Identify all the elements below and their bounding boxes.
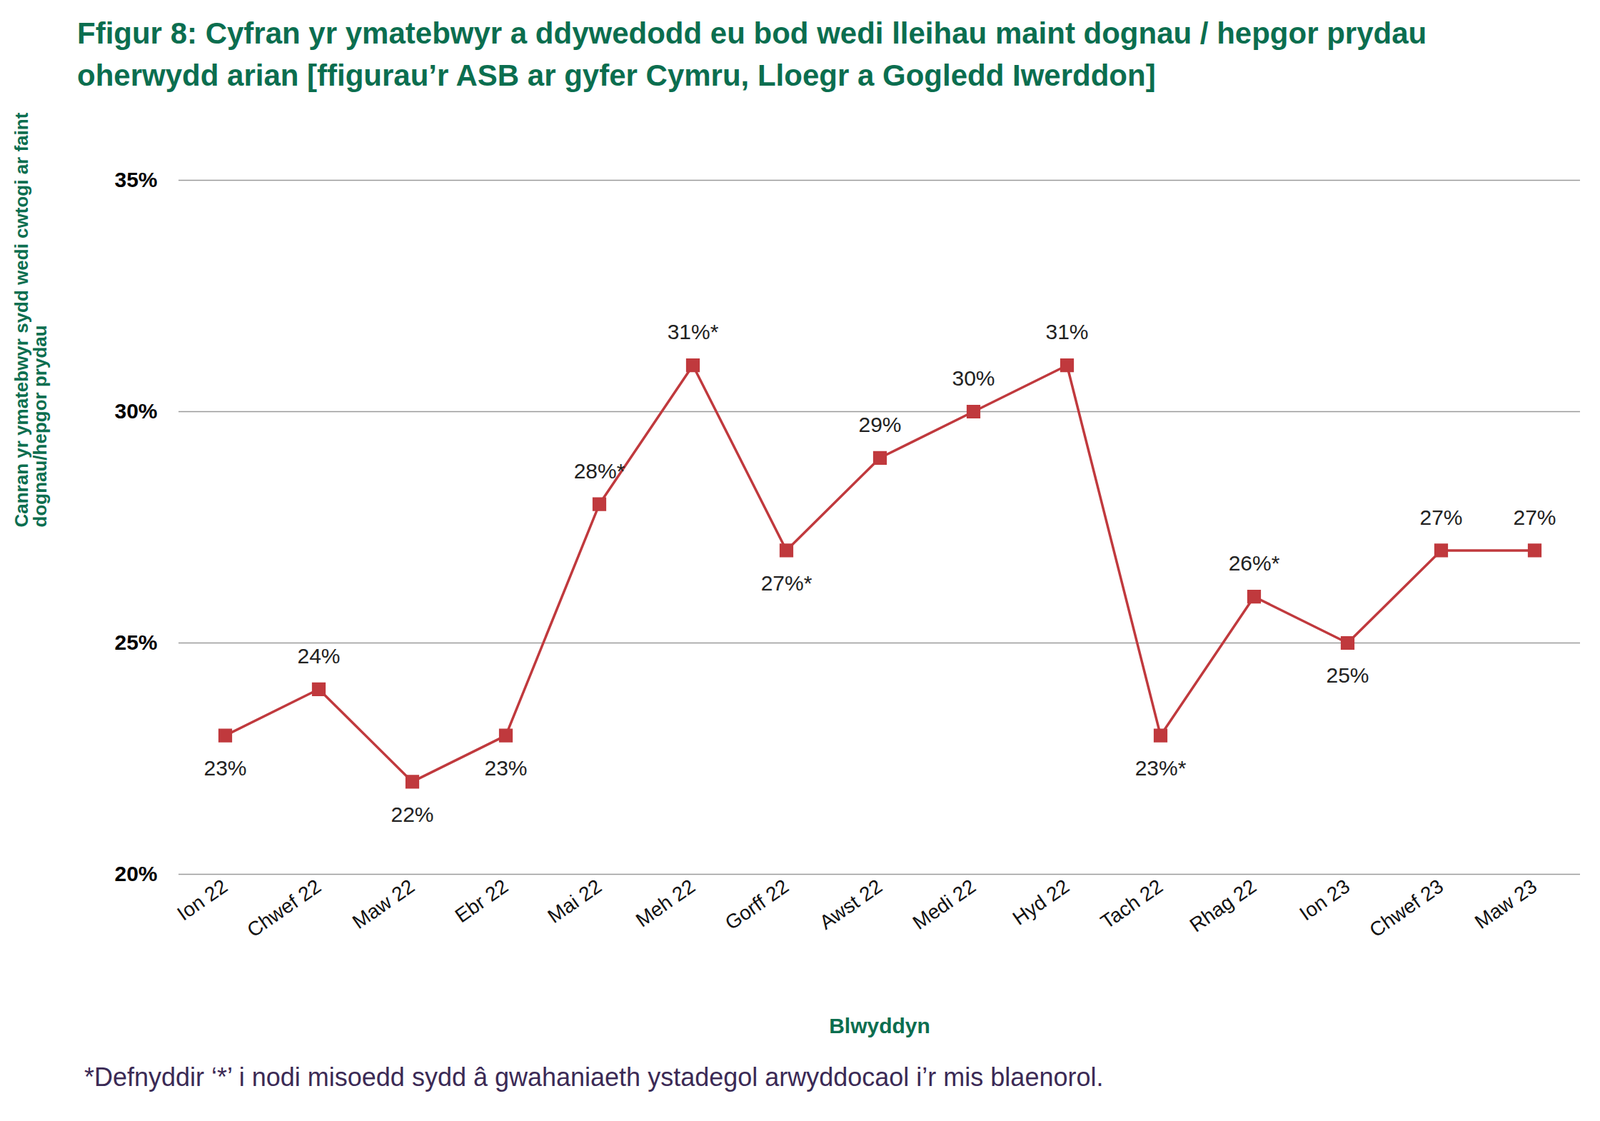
svg-text:Hyd 22: Hyd 22 <box>1008 874 1074 929</box>
svg-text:30%: 30% <box>114 399 158 423</box>
svg-text:Awst 22: Awst 22 <box>815 874 887 934</box>
svg-text:Maw 23: Maw 23 <box>1470 874 1541 934</box>
svg-text:23%: 23% <box>203 756 247 780</box>
svg-text:Blwyddyn: Blwyddyn <box>828 1013 931 1038</box>
svg-text:26%*: 26%* <box>1228 551 1281 575</box>
svg-text:Chwef 23: Chwef 23 <box>1365 874 1448 942</box>
svg-text:Medi 22: Medi 22 <box>908 874 980 934</box>
html-text:*Defnyddir ‘*’ i nodi misoedd: *Defnyddir ‘*’ i nodi misoedd sydd â gwa… <box>84 1062 1104 1092</box>
svg-text:31%*: 31%* <box>667 319 719 344</box>
svg-text:Ion 23: Ion 23 <box>1295 874 1355 925</box>
svg-text:23%: 23% <box>484 756 527 780</box>
svg-text:27%*: 27%* <box>761 571 813 595</box>
svg-text:25%: 25% <box>114 630 158 654</box>
svg-text:35%: 35% <box>114 167 158 192</box>
svg-text:31%: 31% <box>1045 319 1089 344</box>
svg-text:Ion 22: Ion 22 <box>173 874 233 925</box>
svg-text:Mai 22: Mai 22 <box>543 874 606 928</box>
svg-text:Canran yr ymatebwyr sydd wedi: Canran yr ymatebwyr sydd wedi cwtogi ar … <box>10 112 51 527</box>
svg-text:Maw 22: Maw 22 <box>348 874 419 934</box>
svg-text:20%: 20% <box>114 861 158 886</box>
svg-text:29%: 29% <box>858 412 902 437</box>
svg-text:Meh 22: Meh 22 <box>631 874 699 932</box>
svg-text:25%: 25% <box>1325 663 1369 687</box>
html-text:Ffigur 8: Cyfran yr ymatebwyr: Ffigur 8: Cyfran yr ymatebwyr a ddywedod… <box>77 16 1427 92</box>
svg-text:22%: 22% <box>390 802 434 827</box>
svg-text:Gorff 22: Gorff 22 <box>721 874 793 934</box>
svg-text:Ebr 22: Ebr 22 <box>451 874 512 927</box>
svg-text:23%*: 23%* <box>1135 756 1187 780</box>
svg-text:28%*: 28%* <box>574 459 626 483</box>
svg-text:Tach 22: Tach 22 <box>1096 874 1167 934</box>
svg-text:Chwef 22: Chwef 22 <box>242 874 325 942</box>
svg-text:Rhag 22: Rhag 22 <box>1185 874 1261 937</box>
svg-text:27%: 27% <box>1512 505 1556 530</box>
svg-text:27%: 27% <box>1419 505 1463 530</box>
svg-text:30%: 30% <box>951 366 995 390</box>
svg-text:24%: 24% <box>297 643 340 668</box>
